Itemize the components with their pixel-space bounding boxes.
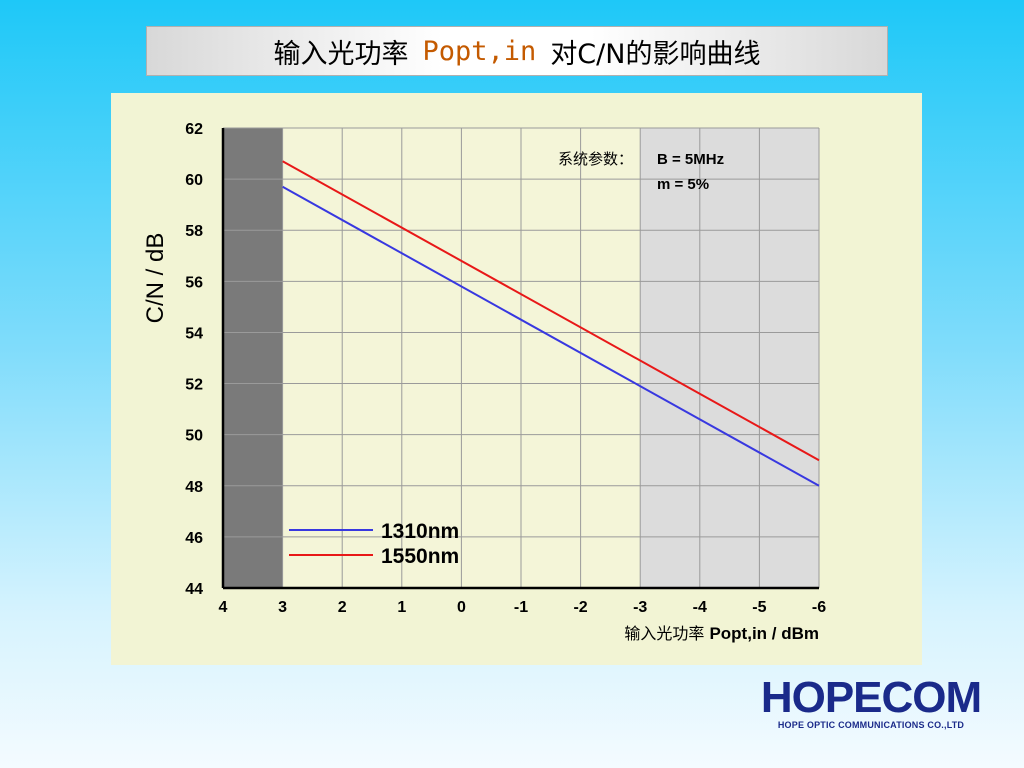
logo-name: HOPECOM — [760, 673, 982, 722]
y-tick-label: 54 — [185, 325, 203, 342]
x-tick-label: 1 — [397, 599, 406, 616]
y-tick-label: 56 — [185, 274, 203, 291]
y-tick-label: 58 — [185, 223, 203, 240]
page-title: 输入光功率 Popt,in 对C/N的影响曲线 — [146, 26, 888, 76]
x-tick-label: 2 — [338, 599, 347, 616]
x-tick-label: -1 — [514, 599, 528, 616]
line-chart: 4 3 2 1 0 -1 -2 -3 -4 -5 -6 62 60 58 56 54 52 50 48 46 44 C/N… — [142, 121, 826, 643]
title-highlight: Popt,in — [422, 35, 537, 67]
title-suffix: 对C/N的影响曲线 — [550, 38, 761, 70]
annotation-line: B = 5MHz — [657, 151, 724, 168]
shaded-region-1 — [640, 128, 819, 588]
x-tick-label: -6 — [812, 599, 826, 616]
x-tick-label: -4 — [693, 599, 707, 616]
series-line-1310nm — [282, 185, 820, 487]
hopecom-logo: HOPECOM HOPE OPTIC COMMUNICATIONS CO.,LT… — [757, 676, 985, 736]
logo-tagline: HOPE OPTIC COMMUNICATIONS CO.,LTD — [777, 720, 965, 730]
legend-label: 1550nm — [381, 545, 459, 568]
shaded-region-0 — [223, 128, 283, 588]
y-tick-label: 50 — [185, 428, 203, 445]
y-tick-label: 48 — [185, 479, 203, 496]
x-tick-label: -5 — [752, 599, 766, 616]
x-tick-label: 4 — [219, 599, 228, 616]
x-tick-label: -2 — [573, 599, 587, 616]
series-line-1550nm — [282, 160, 820, 462]
y-tick-label: 46 — [185, 530, 203, 547]
y-tick-label: 44 — [185, 581, 203, 598]
y-tick-label: 52 — [185, 377, 203, 394]
y-tick-label: 62 — [185, 121, 203, 138]
chart-panel: 4 3 2 1 0 -1 -2 -3 -4 -5 -6 62 60 58 56 54 52 50 48 46 44 C/N… — [111, 93, 922, 665]
title-prefix: 输入光功率 — [273, 38, 409, 70]
y-tick-label: 60 — [185, 172, 203, 189]
y-axis-label: C/N / dB — [142, 233, 169, 324]
legend-label: 1310nm — [381, 520, 459, 543]
annotation-label: 系统参数： — [558, 151, 633, 168]
x-axis-label: 输入光功率 Popt,in / dBm — [624, 624, 819, 643]
x-tick-label: 3 — [278, 599, 287, 616]
x-tick-label: -3 — [633, 599, 647, 616]
annotation-line: m = 5% — [657, 176, 709, 193]
x-tick-label: 0 — [457, 599, 466, 616]
